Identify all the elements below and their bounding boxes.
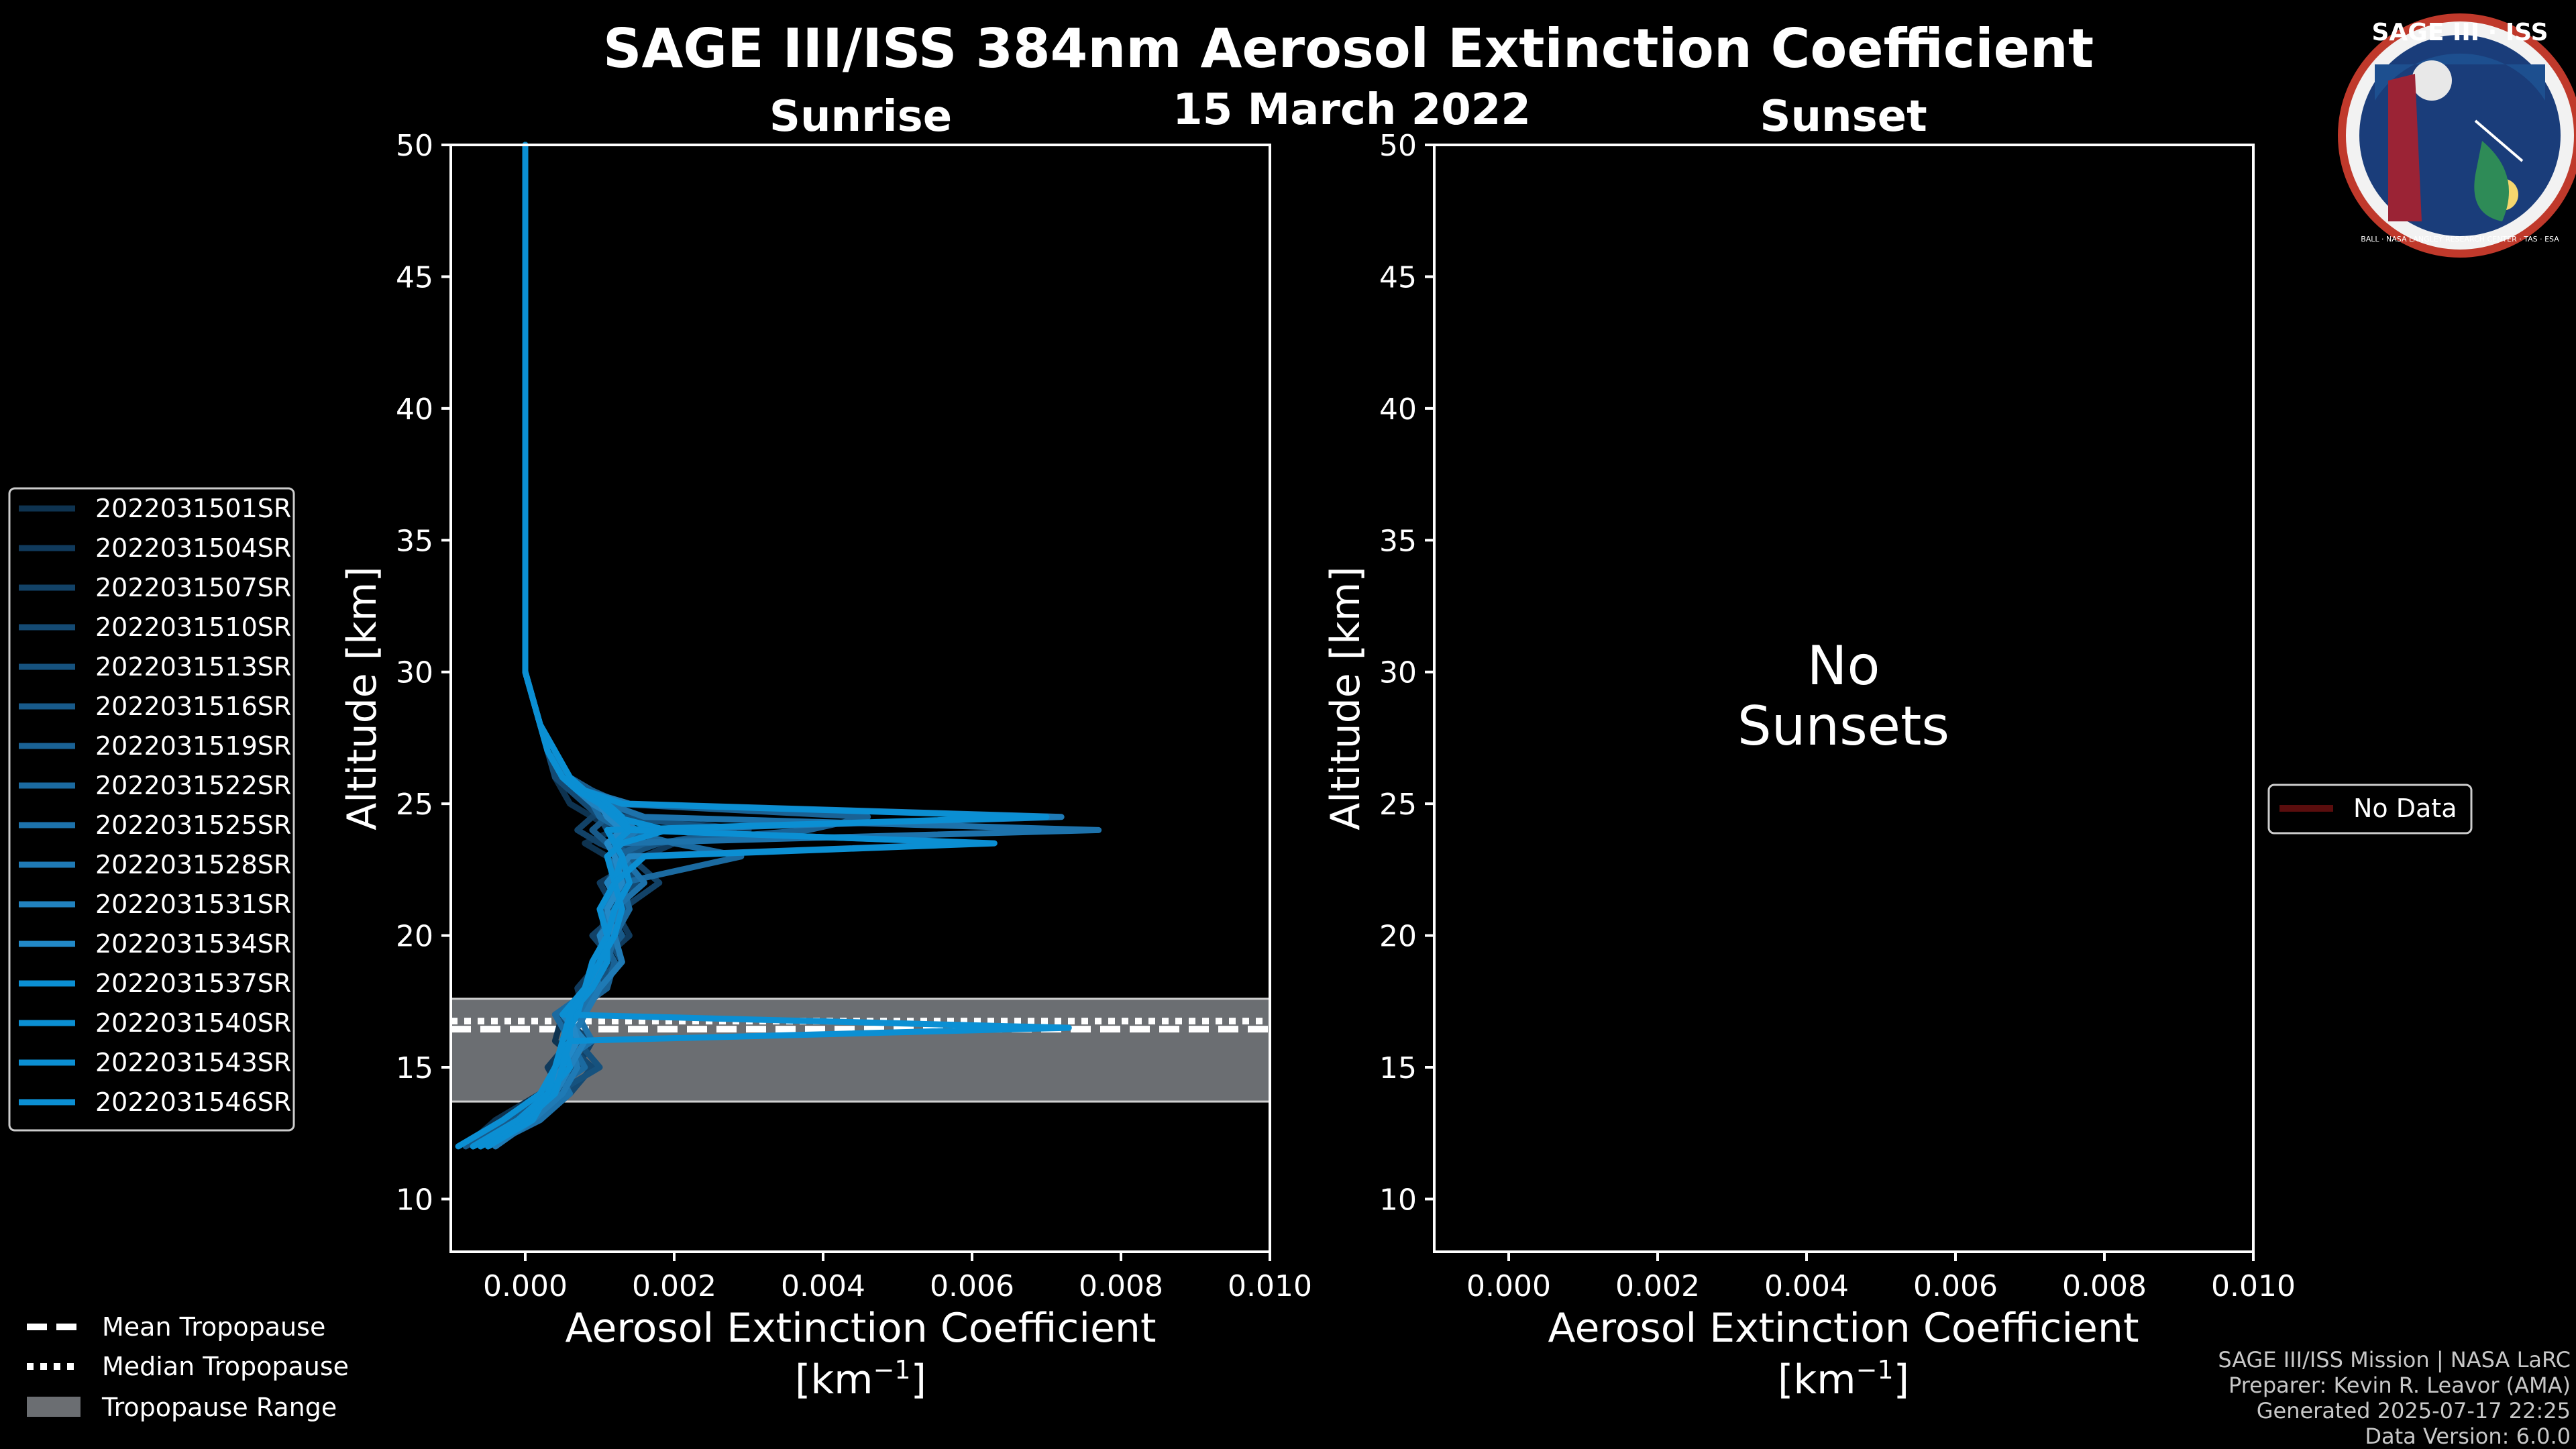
tropopause-legend: Mean Tropopause Median Tropopause Tropop…	[27, 1312, 349, 1422]
legend-label-2022031525SR: 2022031525SR	[95, 810, 291, 840]
sunset-legend-frame	[2267, 784, 2473, 835]
sunrise-xtick-label: 0.004	[781, 1269, 865, 1303]
legend-label-2022031531SR: 2022031531SR	[95, 890, 291, 919]
no-data-legend-label: No Data	[2353, 794, 2457, 823]
sunrise-panel: 10 15 20 25 30 35 40 45 50 0.000 0.002 0.004 0.006 0…	[339, 129, 1312, 1403]
legend-label-2022031519SR: 2022031519SR	[95, 731, 291, 761]
sunrise-plot-frame	[449, 144, 1271, 1253]
legend-label-2022031507SR: 2022031507SR	[95, 573, 291, 602]
sunset-legend: No Data	[2267, 784, 2473, 835]
legend-label-2022031504SR: 2022031504SR	[95, 533, 291, 563]
sunset-ytick-label: 10	[1379, 1183, 1417, 1217]
sunset-ytick-label: 40	[1379, 392, 1417, 427]
sunrise-ytick-label: 15	[396, 1051, 433, 1085]
panel-title-sunset: Sunset	[1760, 92, 1927, 142]
legend-label-2022031516SR: 2022031516SR	[95, 692, 291, 721]
legend-label-2022031510SR: 2022031510SR	[95, 612, 291, 642]
sunrise-ytick-label: 50	[396, 129, 433, 163]
legend-label-2022031543SR: 2022031543SR	[95, 1048, 291, 1077]
sunrise-ytick-label: 30	[396, 656, 433, 690]
sunrise-x-axis-unit: [km−1]	[795, 1355, 926, 1403]
legend-label-2022031522SR: 2022031522SR	[95, 771, 291, 800]
credit-line-2: Preparer: Kevin R. Leavor (AMA)	[2229, 1373, 2571, 1398]
sunrise-ytick-label: 10	[396, 1183, 433, 1217]
sunrise-ytick-label: 25	[396, 788, 433, 822]
credit-line-3: Generated 2025-07-17 22:25	[2257, 1398, 2571, 1424]
no-sunsets-line2: Sunsets	[1737, 695, 1949, 757]
legend-label-2022031540SR: 2022031540SR	[95, 1008, 291, 1038]
sunset-panel: 10 15 20 25 30 35 40 45 50 0.000 0.002 0.004 0.006 0…	[1322, 129, 2473, 1403]
no-sunsets-line1: No	[1807, 635, 1880, 697]
sunset-ytick-label: 15	[1379, 1051, 1417, 1085]
sunrise-ytick-label: 20	[396, 920, 433, 954]
tropopause-range-swatch	[27, 1397, 80, 1417]
legend-label-2022031513SR: 2022031513SR	[95, 652, 291, 682]
tropopause-range-label: Tropopause Range	[101, 1393, 337, 1422]
sunrise-y-axis-label: Altitude [km]	[339, 566, 386, 830]
sunrise-ytick-label: 35	[396, 524, 433, 558]
sunset-xtick-label: 0.006	[1913, 1269, 1998, 1303]
sunset-x-axis-label: Aerosol Extinction Coefficient	[1548, 1305, 2139, 1352]
legend-label-2022031534SR: 2022031534SR	[95, 929, 291, 959]
sunrise-legend: 2022031501SR 2022031504SR 2022031507SR 2022…	[8, 487, 295, 1132]
profile-line-2022031546SR	[470, 142, 998, 1150]
legend-label-2022031501SR: 2022031501SR	[95, 494, 291, 523]
chart-title-line2: 15 March 2022	[1173, 85, 1531, 135]
chart-title-line1: SAGE III/ISS 384nm Aerosol Extinction Co…	[603, 17, 2094, 80]
credit-line-1: SAGE III/ISS Mission | NASA LaRC	[2218, 1347, 2571, 1373]
sunset-ytick-label: 45	[1379, 260, 1417, 294]
sunset-ytick-label: 30	[1379, 656, 1417, 690]
sage-iii-iss-logo: SAGE III · ISS BALL · NASA LANGLEY RESEA…	[2338, 13, 2576, 258]
sunset-ytick-label: 35	[1379, 524, 1417, 558]
sunset-plot-area	[1434, 145, 2253, 1252]
legend-label-2022031546SR: 2022031546SR	[95, 1087, 291, 1117]
sunrise-xtick-label: 0.010	[1228, 1269, 1312, 1303]
sunset-ytick-label: 50	[1379, 129, 1417, 163]
mean-tropopause-label: Mean Tropopause	[102, 1312, 325, 1342]
sunset-x-axis-unit: [km−1]	[1778, 1355, 1909, 1403]
sunset-ytick-label: 25	[1379, 788, 1417, 822]
legend-label-2022031528SR: 2022031528SR	[95, 850, 291, 879]
sunrise-x-axis-label: Aerosol Extinction Coefficient	[566, 1305, 1157, 1352]
sunrise-legend-frame	[8, 487, 295, 1132]
sunset-xtick-label: 0.000	[1466, 1269, 1551, 1303]
sunset-xtick-label: 0.004	[1764, 1269, 1849, 1303]
sunrise-xtick-label: 0.002	[632, 1269, 716, 1303]
sunrise-ytick-label: 40	[396, 392, 433, 427]
credit-line-4: Data Version: 6.0.0	[2365, 1424, 2571, 1449]
sunset-y-axis-label: Altitude [km]	[1322, 566, 1369, 830]
sunrise-xtick-label: 0.000	[483, 1269, 568, 1303]
sunset-xtick-label: 0.008	[2062, 1269, 2147, 1303]
sunset-plot-frame	[1433, 144, 2255, 1253]
logo-ring-text: BALL · NASA LANGLEY RESEARCH CENTER · TA…	[2361, 235, 2559, 244]
sunrise-xtick-label: 0.006	[930, 1269, 1014, 1303]
sunset-xtick-label: 0.002	[1615, 1269, 1700, 1303]
median-tropopause-label: Median Tropopause	[102, 1352, 349, 1381]
credits: SAGE III/ISS Mission | NASA LaRC Prepare…	[2218, 1347, 2571, 1449]
panel-title-sunrise: Sunrise	[769, 92, 952, 142]
sunrise-ytick-label: 45	[396, 260, 433, 294]
logo-text: SAGE III · ISS	[2371, 19, 2548, 46]
sunrise-profiles	[455, 142, 1102, 1150]
sunset-ytick-label: 20	[1379, 920, 1417, 954]
sunset-xtick-label: 0.010	[2211, 1269, 2296, 1303]
legend-label-2022031537SR: 2022031537SR	[95, 969, 291, 998]
sunrise-xtick-label: 0.008	[1079, 1269, 1163, 1303]
